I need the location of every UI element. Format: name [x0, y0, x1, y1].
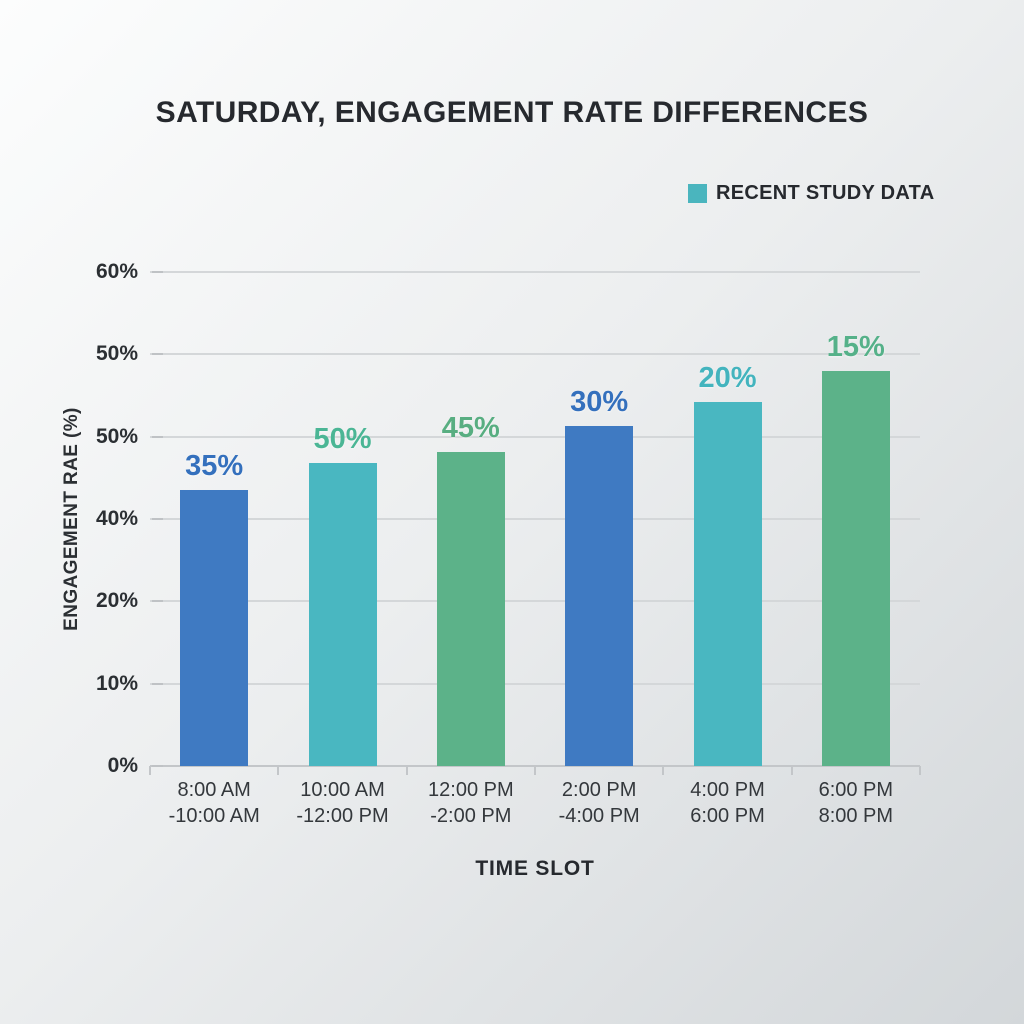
y-tick-mark	[152, 765, 163, 767]
y-tick-label: 10%	[95, 671, 138, 695]
x-tick-label-line2: 8:00 PM	[818, 805, 894, 827]
y-tick-label: 50%	[95, 424, 138, 448]
gridline	[150, 600, 920, 603]
legend: RECENT STUDY DATA	[688, 182, 934, 205]
y-tick-mark	[152, 518, 163, 520]
y-tick-mark	[152, 435, 163, 438]
x-tick-label: 12:00 PM -2:00 PM	[396, 777, 546, 829]
x-tick-mark	[919, 766, 921, 775]
y-tick-mark	[152, 600, 163, 603]
x-tick-label: 8:00 AM -10:00 AM	[139, 777, 289, 829]
legend-label: RECENT STUDY DATA	[716, 182, 935, 204]
bar	[693, 401, 762, 766]
y-tick-label: 50%	[95, 342, 138, 366]
gridline	[150, 682, 920, 685]
x-axis-title: TIME SLOT	[475, 857, 595, 880]
x-tick-label-line2: -4:00 PM	[558, 805, 640, 827]
bar-value-label: 50%	[313, 423, 372, 456]
x-tick-mark	[790, 766, 793, 775]
x-tick-label-line2: 6:00 PM	[690, 805, 765, 827]
legend-swatch-icon	[688, 184, 707, 203]
bar	[436, 451, 505, 766]
x-tick-mark	[149, 766, 151, 775]
x-tick-label-line1: 4:00 PM	[690, 779, 765, 801]
y-tick-label: 40%	[95, 507, 138, 530]
x-tick-label: 4:00 PM 6:00 PM	[653, 777, 803, 829]
gridline	[150, 353, 920, 356]
x-tick-label-line2: -12:00 PM	[296, 805, 389, 827]
bar	[821, 370, 890, 766]
bar	[180, 489, 249, 766]
x-tick-mark	[534, 766, 536, 775]
x-tick-mark	[405, 766, 408, 775]
bar-value-label: 20%	[698, 361, 757, 394]
bar-value-label: 35%	[185, 449, 244, 482]
x-tick-label-line2: -2:00 PM	[430, 805, 512, 827]
y-tick-mark	[152, 682, 163, 685]
y-tick-mark	[152, 353, 163, 356]
x-tick-label-line1: 10:00 AM	[300, 779, 385, 801]
bar-value-label: 30%	[570, 386, 629, 419]
x-tick-label-line1: 2:00 PM	[561, 779, 637, 801]
bar	[308, 463, 377, 766]
gridline	[150, 518, 920, 520]
plot-area: 60% 50% 50% 40% 20% 10% 0% 35% 8:00 AM -10:00 AM 5…	[96, 260, 921, 827]
bar-value-label: 15%	[826, 330, 885, 363]
x-tick-label-line1: 8:00 AM	[177, 779, 251, 801]
y-tick-label: 20%	[95, 589, 138, 613]
x-tick-label: 10:00 AM -12:00 PM	[268, 777, 418, 829]
y-tick-mark	[152, 271, 163, 273]
bar-value-label: 45%	[441, 411, 500, 444]
gridline	[150, 271, 920, 273]
x-tick-label-line2: -10:00 AM	[168, 805, 260, 827]
x-tick-label-line1: 6:00 PM	[818, 779, 894, 801]
y-tick-label: 60%	[95, 260, 138, 283]
y-tick-label: 0%	[107, 754, 138, 777]
x-tick-label: 6:00 PM 8:00 PM	[781, 777, 931, 829]
gridline	[150, 435, 920, 438]
x-tick-label-line1: 12:00 PM	[428, 779, 514, 801]
x-tick-mark	[277, 766, 280, 775]
x-tick-label: 2:00 PM -4:00 PM	[524, 777, 674, 829]
chart-title: SATURDAY, ENGAGEMENT RATE DIFFERENCES	[155, 96, 869, 129]
bar	[565, 426, 634, 766]
x-tick-mark	[662, 766, 665, 775]
